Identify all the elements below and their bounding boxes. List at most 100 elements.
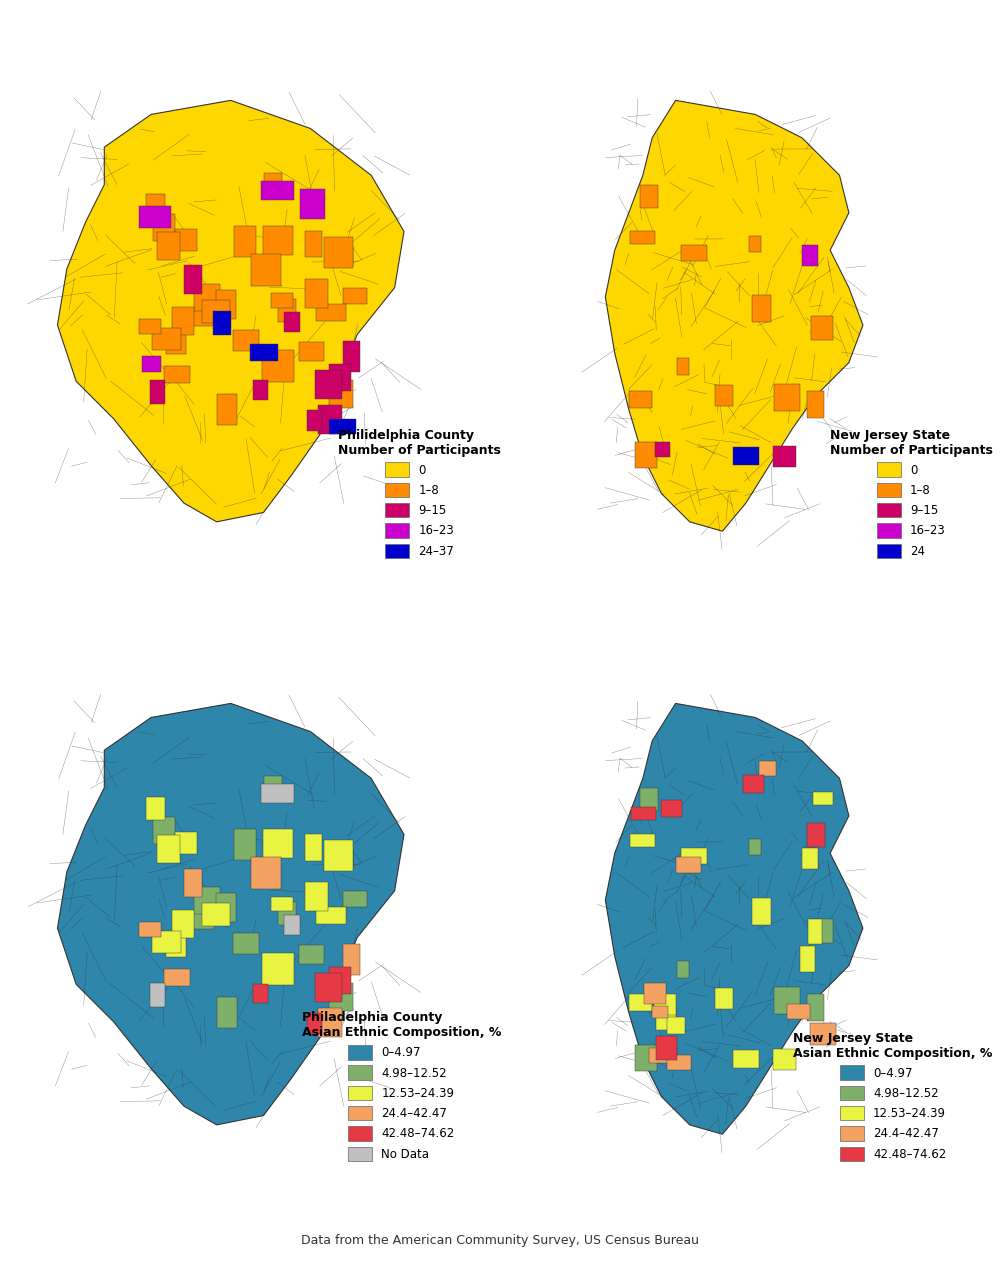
FancyBboxPatch shape (153, 214, 175, 242)
FancyBboxPatch shape (194, 285, 220, 314)
FancyBboxPatch shape (263, 227, 293, 254)
FancyBboxPatch shape (182, 311, 214, 325)
FancyBboxPatch shape (234, 225, 256, 257)
Polygon shape (57, 704, 404, 1125)
FancyBboxPatch shape (172, 306, 194, 335)
FancyBboxPatch shape (153, 817, 175, 844)
Polygon shape (57, 100, 404, 522)
FancyBboxPatch shape (142, 356, 161, 372)
FancyBboxPatch shape (676, 857, 701, 872)
FancyBboxPatch shape (807, 391, 824, 418)
FancyBboxPatch shape (338, 247, 353, 266)
FancyBboxPatch shape (752, 295, 771, 322)
FancyBboxPatch shape (271, 896, 293, 910)
FancyBboxPatch shape (773, 1050, 796, 1070)
FancyBboxPatch shape (307, 1013, 322, 1034)
FancyBboxPatch shape (800, 947, 815, 972)
FancyBboxPatch shape (635, 442, 657, 467)
FancyBboxPatch shape (677, 357, 689, 375)
FancyBboxPatch shape (233, 330, 259, 351)
FancyBboxPatch shape (146, 796, 165, 819)
FancyBboxPatch shape (182, 914, 214, 929)
FancyBboxPatch shape (329, 967, 351, 994)
FancyBboxPatch shape (139, 922, 161, 937)
FancyBboxPatch shape (299, 342, 324, 361)
FancyBboxPatch shape (262, 953, 294, 985)
FancyBboxPatch shape (667, 1056, 691, 1070)
FancyBboxPatch shape (733, 447, 759, 465)
FancyBboxPatch shape (152, 328, 181, 351)
FancyBboxPatch shape (253, 381, 268, 400)
FancyBboxPatch shape (278, 299, 296, 322)
FancyBboxPatch shape (261, 181, 294, 200)
FancyBboxPatch shape (157, 836, 180, 862)
Legend: 0–4.97, 4.98–12.52, 12.53–24.39, 24.4–42.47, 42.48–74.62, No Data: 0–4.97, 4.98–12.52, 12.53–24.39, 24.4–42… (297, 1006, 506, 1166)
FancyBboxPatch shape (299, 946, 324, 965)
FancyBboxPatch shape (802, 848, 818, 870)
FancyBboxPatch shape (315, 370, 342, 399)
FancyBboxPatch shape (667, 1017, 685, 1034)
FancyBboxPatch shape (251, 857, 281, 889)
Polygon shape (605, 100, 863, 532)
FancyBboxPatch shape (749, 839, 761, 856)
FancyBboxPatch shape (715, 987, 733, 1009)
FancyBboxPatch shape (250, 343, 278, 361)
FancyBboxPatch shape (305, 882, 328, 910)
FancyBboxPatch shape (329, 363, 351, 391)
FancyBboxPatch shape (315, 972, 342, 1001)
FancyBboxPatch shape (807, 823, 825, 847)
FancyBboxPatch shape (324, 237, 353, 268)
Legend: 0, 1–8, 9–15, 16–23, 24–37: 0, 1–8, 9–15, 16–23, 24–37 (333, 424, 506, 563)
FancyBboxPatch shape (810, 1023, 836, 1046)
FancyBboxPatch shape (343, 341, 360, 372)
FancyBboxPatch shape (305, 279, 328, 308)
FancyBboxPatch shape (640, 185, 658, 208)
FancyBboxPatch shape (216, 893, 236, 923)
Text: Data from the American Community Survey, US Census Bureau: Data from the American Community Survey,… (301, 1234, 699, 1247)
FancyBboxPatch shape (681, 246, 707, 261)
FancyBboxPatch shape (316, 908, 346, 924)
FancyBboxPatch shape (150, 380, 165, 404)
FancyBboxPatch shape (644, 984, 666, 1004)
FancyBboxPatch shape (774, 986, 800, 1014)
FancyBboxPatch shape (656, 1037, 677, 1060)
FancyBboxPatch shape (172, 910, 194, 938)
FancyBboxPatch shape (284, 311, 300, 332)
FancyBboxPatch shape (157, 233, 180, 260)
FancyBboxPatch shape (264, 776, 282, 800)
FancyBboxPatch shape (184, 266, 202, 294)
FancyBboxPatch shape (630, 232, 655, 244)
FancyBboxPatch shape (743, 775, 764, 793)
FancyBboxPatch shape (278, 901, 296, 924)
FancyBboxPatch shape (329, 419, 356, 434)
Legend: 0–4.97, 4.98–12.52, 12.53–24.39, 24.4–42.47, 42.48–74.62: 0–4.97, 4.98–12.52, 12.53–24.39, 24.4–42… (789, 1027, 998, 1166)
FancyBboxPatch shape (630, 834, 655, 847)
FancyBboxPatch shape (233, 933, 259, 955)
FancyBboxPatch shape (813, 791, 833, 805)
FancyBboxPatch shape (184, 868, 202, 898)
FancyBboxPatch shape (343, 891, 367, 906)
FancyBboxPatch shape (261, 785, 294, 803)
FancyBboxPatch shape (811, 919, 833, 943)
FancyBboxPatch shape (329, 380, 353, 408)
FancyBboxPatch shape (150, 982, 165, 1006)
FancyBboxPatch shape (773, 446, 796, 467)
FancyBboxPatch shape (202, 903, 230, 925)
FancyBboxPatch shape (139, 319, 161, 334)
FancyBboxPatch shape (733, 1050, 759, 1069)
FancyBboxPatch shape (253, 984, 268, 1003)
FancyBboxPatch shape (640, 789, 658, 812)
Polygon shape (605, 704, 863, 1134)
FancyBboxPatch shape (166, 937, 186, 957)
FancyBboxPatch shape (152, 932, 181, 953)
FancyBboxPatch shape (318, 1008, 342, 1037)
FancyBboxPatch shape (677, 961, 689, 979)
FancyBboxPatch shape (202, 300, 230, 323)
FancyBboxPatch shape (216, 290, 236, 319)
FancyBboxPatch shape (774, 384, 800, 411)
FancyBboxPatch shape (217, 394, 237, 425)
FancyBboxPatch shape (324, 839, 353, 871)
FancyBboxPatch shape (213, 310, 231, 334)
FancyBboxPatch shape (217, 998, 237, 1028)
FancyBboxPatch shape (316, 304, 346, 320)
